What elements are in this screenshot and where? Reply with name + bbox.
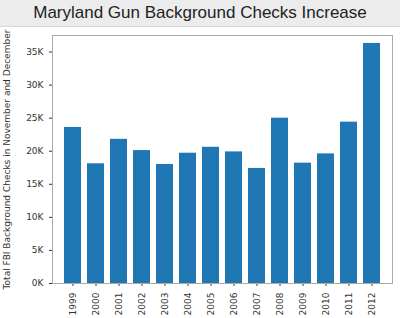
svg-text:25K: 25K: [26, 113, 44, 123]
svg-text:5K: 5K: [32, 245, 45, 255]
svg-text:2012: 2012: [367, 293, 377, 316]
svg-text:2003: 2003: [160, 293, 170, 316]
svg-text:2010: 2010: [321, 292, 331, 315]
svg-text:10K: 10K: [26, 212, 44, 222]
svg-text:2011: 2011: [344, 293, 354, 316]
svg-text:2000: 2000: [91, 292, 101, 315]
svg-text:2001: 2001: [114, 293, 124, 316]
html-text:Maryland Gun Background Checks: Maryland Gun Background Checks Increase: [33, 3, 367, 22]
svg-text:35K: 35K: [26, 47, 44, 57]
svg-text:0K: 0K: [32, 278, 45, 288]
svg-text:1999: 1999: [68, 292, 78, 315]
svg-text:2002: 2002: [137, 293, 147, 316]
svg-text:2008: 2008: [275, 292, 285, 315]
svg-text:2009: 2009: [298, 292, 308, 315]
svg-text:2007: 2007: [252, 293, 262, 316]
svg-text:15K: 15K: [26, 179, 44, 189]
svg-text:2004: 2004: [183, 292, 193, 315]
svg-text:20K: 20K: [26, 146, 44, 156]
svg-text:30K: 30K: [26, 80, 44, 90]
svg-text:2005: 2005: [206, 293, 216, 316]
svg-text:Total FBI Background Checks in: Total FBI Background Checks in November …: [2, 29, 12, 290]
svg-text:2006: 2006: [229, 292, 239, 315]
